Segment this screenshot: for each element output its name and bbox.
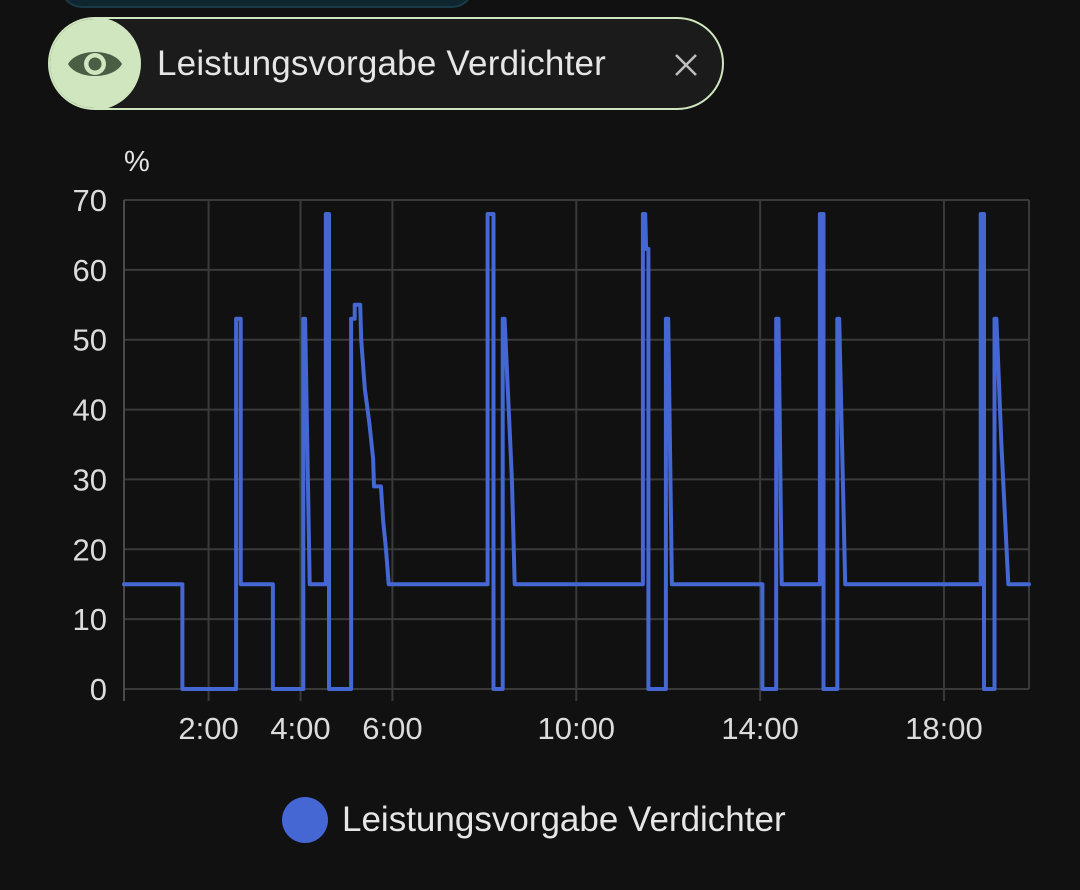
- x-tick-label: 4:00: [270, 711, 330, 746]
- y-tick-label: 30: [73, 462, 107, 497]
- entity-filter-chip[interactable]: Leistungsvorgabe Verdichter: [48, 17, 724, 110]
- y-tick-label: 60: [73, 253, 107, 288]
- x-tick-label: 14:00: [721, 711, 799, 746]
- x-tick-label: 2:00: [178, 711, 238, 746]
- eye-icon[interactable]: [50, 19, 141, 108]
- y-tick-label: 20: [73, 532, 107, 567]
- y-tick-label: 70: [73, 183, 107, 218]
- y-tick-label: 50: [73, 323, 107, 358]
- x-tick-label: 10:00: [537, 711, 615, 746]
- x-tick-label: 6:00: [362, 711, 422, 746]
- x-tick-label: 18:00: [905, 711, 983, 746]
- chart-legend[interactable]: Leistungsvorgabe Verdichter: [282, 797, 786, 843]
- chip-label: Leistungsvorgabe Verdichter: [157, 43, 607, 83]
- close-icon[interactable]: [672, 51, 700, 79]
- y-tick-label: 40: [73, 393, 107, 428]
- y-axis-unit: %: [124, 146, 150, 178]
- legend-marker: [282, 797, 328, 843]
- y-tick-label: 10: [73, 602, 107, 637]
- series-line[interactable]: [122, 212, 1031, 691]
- legend-label: Leistungsvorgabe Verdichter: [342, 800, 786, 839]
- y-tick-label: 0: [90, 672, 107, 707]
